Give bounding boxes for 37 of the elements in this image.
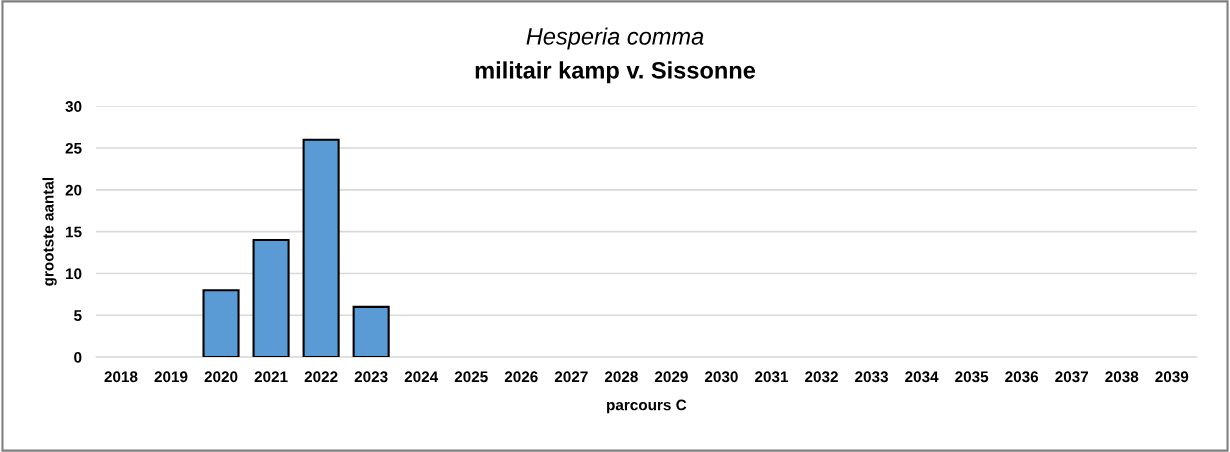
x-tick-label: 2027	[554, 371, 588, 383]
x-tick-label: 2018	[104, 371, 138, 383]
bar	[202, 289, 240, 358]
x-tick-label: 2037	[1055, 371, 1089, 383]
y-tick-label: 5	[74, 310, 82, 321]
x-tick-label: 2020	[204, 371, 238, 383]
x-axis-title: parcours C	[607, 399, 687, 414]
x-tick-label: 2031	[755, 371, 789, 383]
x-tick-label: 2036	[1005, 371, 1039, 383]
x-tick-label: 2032	[805, 371, 838, 383]
x-tick-label: 2021	[254, 371, 288, 383]
y-tick-label: 0	[74, 351, 82, 363]
y-tick-label: 10	[66, 268, 82, 280]
chart-title: Hesperia comma	[526, 27, 704, 50]
x-tick-label: 2019	[154, 371, 188, 383]
y-tick-label: 20	[65, 184, 82, 196]
x-tick-label: 2035	[955, 371, 989, 383]
x-tick-label: 2024	[404, 371, 439, 383]
bar	[252, 238, 290, 358]
x-tick-label: 2028	[604, 371, 638, 383]
x-tick-label: 2023	[354, 371, 388, 383]
x-tick-label: 2026	[504, 371, 538, 383]
chart-subtitle: militair kamp v. Sissonne	[475, 61, 756, 84]
y-axis-title: grootste aantal	[42, 177, 57, 286]
bar	[352, 305, 390, 358]
x-tick-label: 2033	[855, 371, 888, 383]
y-tick-label: 25	[65, 142, 82, 154]
x-tick-label: 2038	[1105, 371, 1139, 383]
x-tick-label: 2039	[1155, 371, 1189, 383]
x-tick-label: 2025	[454, 371, 488, 383]
x-tick-label: 2029	[654, 371, 688, 383]
x-tick-label: 2022	[304, 371, 338, 383]
y-tick-label: 15	[66, 226, 82, 238]
x-tick-label: 2034	[905, 371, 939, 383]
x-tick-label: 2030	[704, 371, 738, 383]
y-tick-label: 30	[65, 101, 82, 112]
bar	[302, 138, 340, 358]
